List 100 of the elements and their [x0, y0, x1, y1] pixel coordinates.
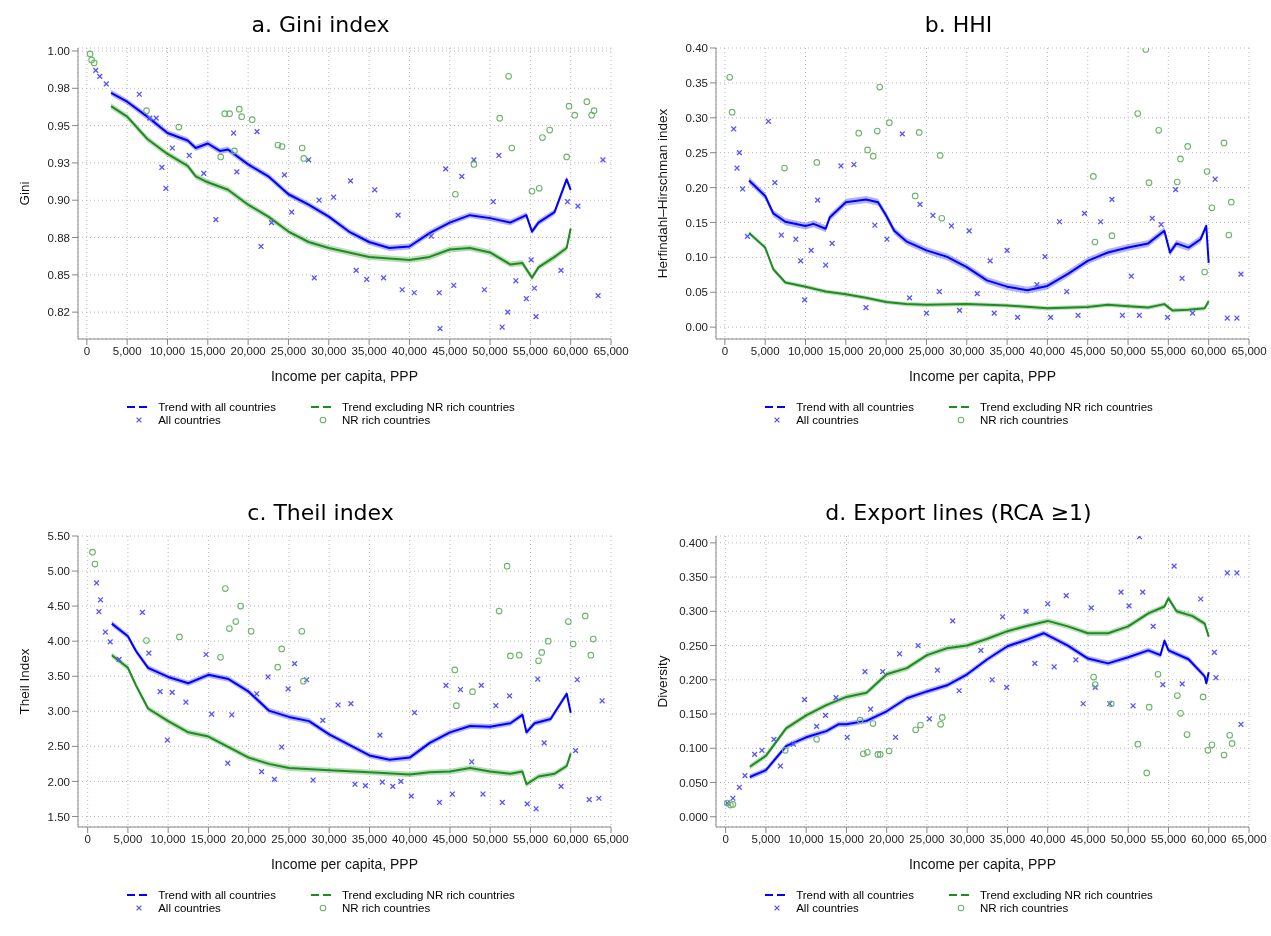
y-tick-label: 1.50: [47, 810, 70, 823]
x-tick-label: 0: [83, 345, 91, 358]
x-tick-label: 40,000: [1030, 833, 1066, 846]
x-tick-label: 60,000: [1191, 345, 1227, 358]
x-tick-label: 60,000: [553, 833, 589, 846]
y-tick-label: 0.400: [679, 536, 708, 549]
y-tick-label: 0.95: [47, 119, 70, 132]
y-tick-label: 5.50: [47, 530, 70, 543]
x-tick-label: 60,000: [553, 345, 589, 358]
y-axis-title: Diversity: [654, 655, 670, 708]
x-tick-label: 35,000: [989, 345, 1025, 358]
y-tick-label: 0.300: [679, 605, 708, 618]
legend-label: All countries: [796, 414, 859, 426]
legend-label: Trend with all countries: [158, 889, 277, 901]
y-tick-label: 5.00: [47, 565, 70, 578]
y-tick-label: 4.00: [47, 635, 70, 648]
x-tick-label: 15,000: [828, 345, 864, 358]
x-tick-label: 25,000: [270, 345, 307, 358]
y-axis-title: Theil Index: [16, 648, 32, 715]
x-tick-label: 25,000: [908, 345, 945, 358]
x-tick-label: 5,000: [751, 833, 781, 846]
y-tick-label: 0.100: [679, 742, 708, 755]
y-tick-label: 0.90: [47, 194, 70, 207]
legend-label: Trend with all countries: [158, 401, 277, 413]
x-tick-label: 60,000: [1191, 833, 1227, 846]
x-tick-label: 30,000: [949, 345, 985, 358]
x-tick-label: 55,000: [1150, 345, 1186, 358]
y-tick-label: 0.82: [47, 306, 70, 319]
y-tick-label: 2.50: [47, 740, 70, 753]
x-tick-label: 20,000: [230, 345, 266, 358]
legend-label: All countries: [158, 414, 221, 426]
legend-label: Trend excluding NR rich countries: [342, 889, 515, 901]
y-tick-label: 0.40: [685, 42, 708, 55]
x-tick-label: 10,000: [787, 345, 824, 358]
x-tick-label: 10,000: [150, 833, 186, 846]
y-tick-label: 0.30: [685, 111, 708, 124]
x-tick-label: 65,000: [1231, 345, 1267, 358]
y-tick-label: 4.50: [47, 600, 70, 613]
legend-label: Trend excluding NR rich countries: [980, 401, 1153, 413]
y-tick-label: 0.000: [679, 810, 708, 823]
x-tick-label: 20,000: [868, 345, 904, 358]
x-tick-label: 45,000: [1070, 833, 1106, 846]
x-tick-label: 0: [84, 833, 91, 846]
x-tick-label: 30,000: [949, 833, 985, 846]
x-tick-label: 45,000: [432, 345, 468, 358]
y-tick-label: 0.150: [679, 708, 708, 721]
x-tick-label: 30,000: [311, 345, 347, 358]
x-tick-label: 65,000: [593, 833, 629, 846]
x-axis-title: Income per capita, PPP: [270, 856, 419, 872]
y-tick-label: 0.35: [685, 76, 708, 89]
x-tick-label: 25,000: [271, 833, 307, 846]
x-tick-label: 55,000: [512, 345, 548, 358]
x-axis-title: Income per capita, PPP: [908, 368, 1057, 384]
y-tick-label: 0.88: [47, 231, 70, 244]
y-tick-label: 0.10: [685, 251, 708, 264]
x-tick-label: 5,000: [112, 345, 142, 358]
legend-label: Trend excluding NR rich countries: [342, 401, 515, 413]
chart-title: c. Theil index: [246, 499, 395, 527]
y-tick-label: 0.85: [47, 268, 70, 281]
y-tick-label: 0.350: [679, 571, 708, 584]
x-tick-label: 20,000: [231, 833, 267, 846]
x-tick-label: 5,000: [750, 345, 780, 358]
chart-title: d. Export lines (RCA ≥1): [824, 499, 1093, 527]
legend-label: Trend with all countries: [796, 889, 915, 901]
chart-title: a. Gini index: [250, 11, 391, 39]
x-tick-label: 55,000: [1150, 833, 1187, 846]
x-tick-label: 65,000: [593, 345, 629, 358]
x-tick-label: 15,000: [190, 345, 226, 358]
y-tick-label: 0.93: [47, 156, 70, 169]
x-tick-label: 50,000: [472, 345, 508, 358]
x-tick-label: 35,000: [989, 833, 1026, 846]
chart-title: b. HHI: [923, 11, 994, 39]
y-tick-label: 3.00: [47, 705, 70, 718]
y-tick-label: 0.25: [685, 146, 708, 159]
y-tick-label: 2.00: [47, 775, 70, 788]
y-tick-label: 0.00: [685, 321, 708, 334]
x-tick-label: 45,000: [432, 833, 468, 846]
x-tick-label: 55,000: [512, 833, 549, 846]
x-tick-label: 40,000: [391, 345, 428, 358]
x-axis-title: Income per capita, PPP: [270, 368, 419, 384]
x-tick-label: 10,000: [788, 833, 824, 846]
x-tick-label: 20,000: [869, 833, 905, 846]
x-tick-label: 10,000: [149, 345, 186, 358]
y-axis-title: Gini: [16, 181, 32, 206]
legend-label: NR rich countries: [342, 902, 431, 914]
y-tick-label: 0.15: [685, 216, 708, 229]
x-tick-label: 35,000: [351, 345, 387, 358]
x-tick-label: 0: [722, 833, 729, 846]
y-tick-label: 0.05: [685, 286, 708, 299]
y-tick-label: 0.98: [47, 82, 70, 95]
x-tick-label: 50,000: [1110, 833, 1146, 846]
legend-label: All countries: [158, 902, 221, 914]
legend-label: All countries: [796, 902, 859, 914]
x-tick-label: 65,000: [1231, 833, 1267, 846]
x-tick-label: 5,000: [113, 833, 143, 846]
y-tick-label: 0.20: [685, 181, 708, 194]
x-tick-label: 25,000: [909, 833, 945, 846]
legend-label: Trend with all countries: [796, 401, 915, 413]
y-tick-label: 0.250: [679, 639, 708, 652]
legend-label: NR rich countries: [980, 414, 1069, 426]
